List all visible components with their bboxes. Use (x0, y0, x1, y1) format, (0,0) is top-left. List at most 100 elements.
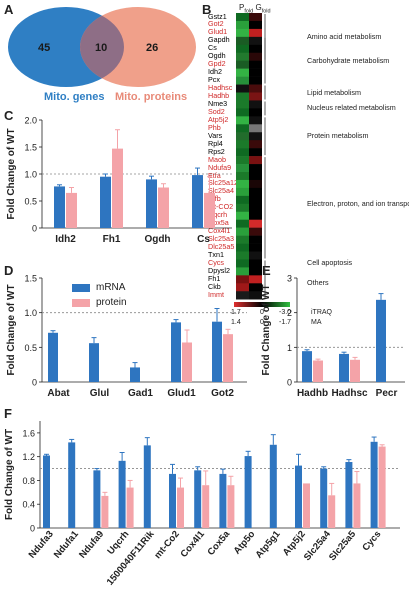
x-tick-label: Slc25a5 (327, 528, 359, 563)
heatmap-gene-label: Pcx (208, 75, 220, 85)
heatmap-gene-label: Glud1 (208, 27, 228, 37)
x-tick-label: Cs (197, 234, 210, 245)
heatmap-cell-gfold (249, 243, 262, 252)
bar-mRNA (370, 441, 378, 528)
heatmap-cell-gfold (249, 283, 262, 292)
heatmap-category-label: Amino acid metabolism (307, 31, 382, 41)
heatmap-cell-pfold (236, 203, 249, 213)
x-tick-label: 1500040F11Rik (105, 528, 157, 587)
y-tick-label: 0 (287, 378, 292, 388)
scale-row2-zero: 0 (260, 319, 264, 326)
heatmap-cell-pfold (236, 28, 249, 38)
bar-mRNA (320, 468, 328, 528)
heatmap-cell-gfold (249, 108, 262, 117)
heatmap-cell-gfold (249, 179, 262, 189)
heatmap-cell-gfold (249, 68, 262, 77)
bar-protein (303, 483, 310, 528)
heatmap-cell-gfold (249, 227, 262, 236)
bar-protein (204, 192, 215, 228)
heatmap-color-scale (234, 302, 290, 307)
bar-mRNA (169, 473, 176, 528)
heatmap-gene-label: Slc25a4 (208, 186, 234, 196)
heatmap-cell-pfold (236, 187, 249, 197)
y-tick-label: 1.2 (22, 452, 35, 462)
heatmap-gene-label: Hadhsc (208, 83, 233, 93)
x-tick-label: Ndufa9 (77, 529, 106, 561)
scale-row2-min: -1.7 (279, 319, 292, 326)
heatmap-gene-label: Cox4l1 (208, 226, 231, 236)
heatmap-cell-gfold (249, 132, 262, 141)
heatmap-cell-pfold (236, 227, 249, 236)
heatmap-cell-gfold (249, 187, 262, 197)
y-tick-label: 0.5 (24, 343, 37, 353)
y-tick-label: 0 (32, 378, 37, 388)
heatmap-cell-gfold (249, 36, 262, 46)
x-tick-label: Glul (90, 388, 110, 399)
bar-chart-e: 0 1 2 3 Fold Change of WT Hadhb Hadhsc Pecr (261, 274, 405, 399)
bar-mRNA (376, 299, 386, 382)
bar-chart-c: 0 0.5 1.0 1.5 2.0 Fold Change of WT Idh2 Fh1 Ogd… (6, 116, 232, 245)
bar-mRNA (89, 343, 99, 382)
bar-protein (112, 148, 123, 228)
bar-protein (378, 446, 386, 528)
heatmap-cell-gfold (249, 235, 262, 244)
heatmap-cell-gfold (249, 275, 262, 284)
y-axis-label: Fold Change of WT (4, 429, 15, 520)
heatmap-gene-label: Rps2 (208, 146, 225, 156)
x-tick-label: Glud1 (167, 388, 196, 399)
bar-protein (182, 342, 192, 382)
heatmap-gene-label: Txn1 (208, 250, 224, 259)
legend-swatch-mrna (72, 283, 90, 292)
heatmap-cell-gfold (249, 195, 262, 205)
heatmap-gene-label: Gpd2 (208, 59, 226, 69)
y-axis-label: Fold Change of WT (6, 128, 17, 219)
bar-mRNA (212, 321, 222, 382)
venn-right-label: Mito. proteins (115, 91, 187, 103)
bar-mRNA (143, 445, 151, 528)
bar-protein (101, 495, 109, 528)
panel-letter-b: B (202, 2, 212, 17)
bar-mRNA (219, 473, 227, 528)
heatmap-cell-pfold (236, 179, 249, 189)
heatmap-gene-label: Ogdh (208, 51, 226, 61)
bar-mRNA (100, 176, 111, 228)
heatmap-cell-pfold (236, 259, 249, 268)
heatmap-category-label: Protein metabolism (307, 131, 369, 141)
bar-mRNA (244, 456, 252, 528)
x-tick-label: Abat (47, 388, 70, 399)
legend-item-protein: protein (72, 295, 127, 310)
bar-protein (202, 485, 210, 528)
bar-mRNA (194, 470, 202, 528)
heatmap-cell-pfold (236, 148, 249, 157)
scale-row1-min: -3.0 (279, 309, 292, 316)
y-tick-label: 0.4 (22, 500, 35, 510)
venn-diagram: 45 10 26 Mito. genes Mito. proteins (8, 7, 196, 103)
heatmap-category-label: Nucleus related metabolism (307, 103, 396, 113)
heatmap-col2-header-sub: fold (261, 8, 271, 15)
heatmap-cell-pfold (236, 156, 249, 165)
x-tick-label: Hadhb (297, 388, 328, 399)
x-tick-label: Hadhsc (331, 388, 368, 399)
heatmap-cell-pfold (236, 211, 249, 220)
heatmap-gene-label: Phb (208, 122, 221, 132)
heatmap-cell-gfold (249, 267, 262, 276)
x-tick-label: Idh2 (55, 234, 76, 245)
x-tick-label: Cycs (360, 529, 383, 553)
x-tick-label: Gad1 (128, 388, 153, 399)
y-tick-label: 0 (32, 224, 37, 234)
bar-protein (350, 359, 360, 382)
bar-mRNA (339, 353, 349, 382)
heatmap-cell-pfold (236, 52, 249, 61)
heatmap-col2-header: G (255, 3, 262, 12)
heatmap-cell-gfold (249, 164, 262, 173)
heatmap-cell-gfold (249, 20, 262, 30)
heatmap-gene-label: Ndufa9 (208, 162, 232, 172)
heatmap-cell-gfold (249, 251, 262, 260)
venn-overlap-count: 10 (95, 42, 107, 54)
panel-letter-f: F (4, 406, 12, 421)
heatmap-cell-gfold (249, 219, 262, 228)
heatmap-gene-label: Fh1 (208, 273, 221, 283)
venn-overlap (80, 7, 124, 87)
heatmap-gene-label: Ckb (208, 281, 221, 291)
y-tick-label: 0.5 (24, 197, 37, 207)
